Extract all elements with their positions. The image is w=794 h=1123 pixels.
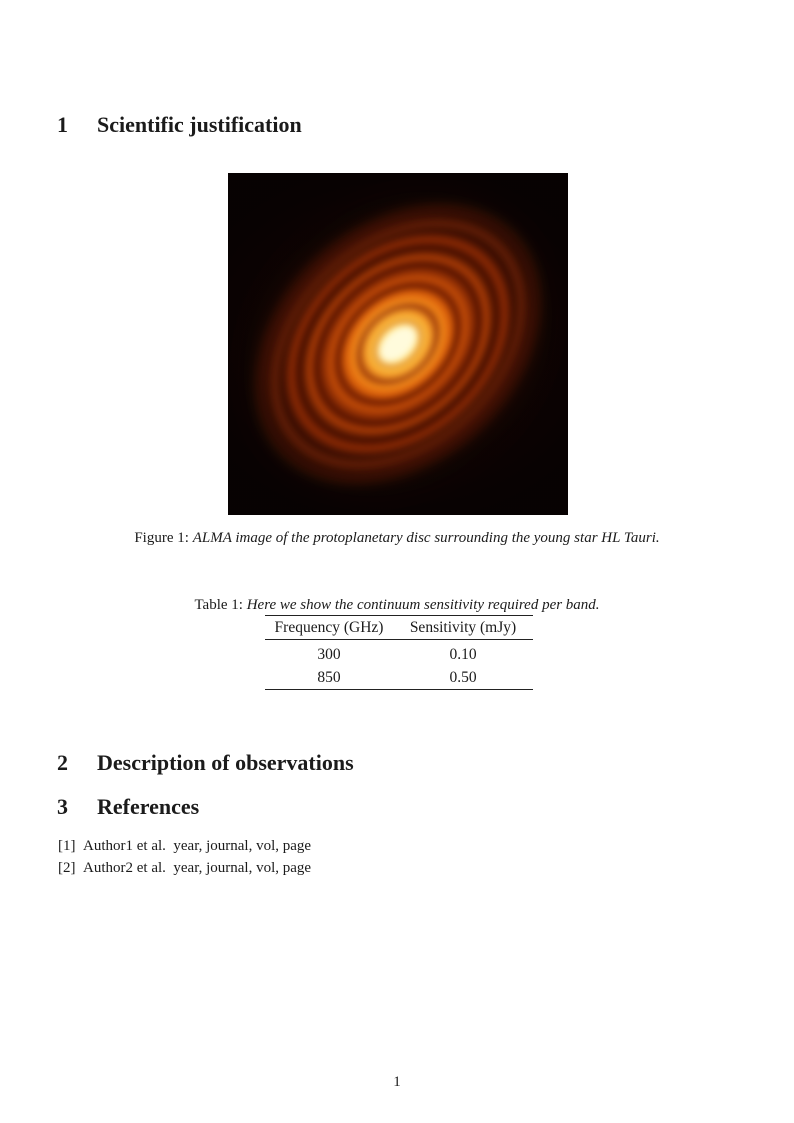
table-cell-sensitivity: 0.50 [449, 668, 477, 686]
table-row: 300 0.10 [265, 640, 533, 667]
section-heading-scientific-justification: 1 Scientific justification [57, 112, 302, 137]
section-number: 1 [57, 112, 68, 137]
reference-list: [1] Author1 et al. year, journal, vol, pa… [58, 836, 311, 879]
figure-caption: Figure 1: ALMA image of the protoplaneta… [0, 530, 794, 547]
section-title: Description of observations [97, 750, 354, 775]
section-heading-description-of-observations: 2 Description of observations [57, 750, 354, 775]
table-header-row: Frequency (GHz) Sensitivity (mJy) [265, 615, 533, 640]
table-cell-frequency: 300 [317, 645, 341, 663]
table-caption-label: Table 1: [194, 597, 243, 613]
reference-label: [1] [58, 838, 76, 854]
table-row: 850 0.50 [265, 666, 533, 690]
reference-label: [2] [58, 859, 76, 876]
section-title: Scientific justification [97, 112, 302, 137]
figure-caption-label: Figure 1: [134, 530, 189, 546]
reference-item: [1] Author1 et al. year, journal, vol, pa… [58, 836, 311, 858]
reference-text: Author1 et al. year, journal, vol, page [83, 838, 312, 854]
section-heading-references: 3 References [57, 794, 199, 819]
table-caption: Table 1: Here we show the continuum sens… [0, 597, 794, 614]
table-header-frequency: Frequency (GHz) [265, 615, 393, 640]
section-number: 3 [57, 794, 68, 819]
section-number: 2 [57, 750, 68, 775]
table-caption-text: Here we show the continuum sensitivity r… [246, 597, 600, 613]
reference-text: Author2 et al. year, journal, vol, page [83, 859, 312, 876]
reference-item: [2] Author2 et al. year, journal, vol, pa… [58, 858, 311, 880]
section-title: References [97, 794, 200, 819]
table-cell-sensitivity: 0.10 [449, 645, 477, 663]
figure-caption-text: ALMA image of the protoplanetary disc su… [192, 530, 660, 546]
sensitivity-table: Frequency (GHz) Sensitivity (mJy) 300 0.… [265, 615, 533, 690]
table-header-sensitivity: Sensitivity (mJy) [393, 615, 533, 640]
page-number: 1 [393, 1074, 401, 1090]
table-cell-frequency: 850 [317, 668, 341, 686]
figure-image-hl-tauri [228, 173, 568, 515]
